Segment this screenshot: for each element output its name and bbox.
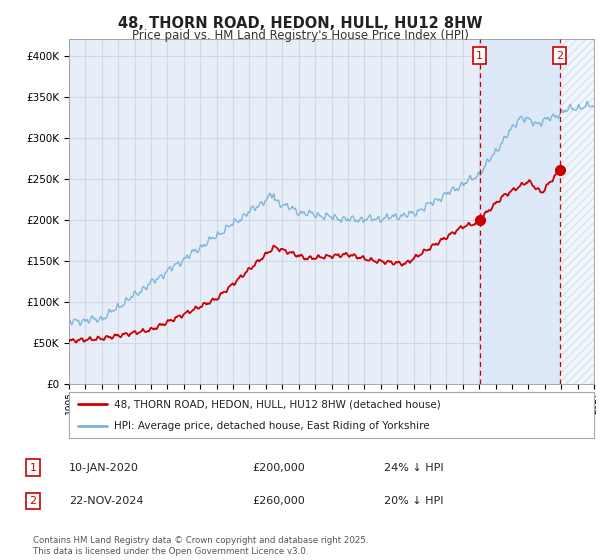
Text: Price paid vs. HM Land Registry's House Price Index (HPI): Price paid vs. HM Land Registry's House …	[131, 29, 469, 42]
Text: 2: 2	[29, 496, 37, 506]
Text: 24% ↓ HPI: 24% ↓ HPI	[384, 463, 443, 473]
Text: 20% ↓ HPI: 20% ↓ HPI	[384, 496, 443, 506]
Text: 48, THORN ROAD, HEDON, HULL, HU12 8HW (detached house): 48, THORN ROAD, HEDON, HULL, HU12 8HW (d…	[113, 399, 440, 409]
Bar	[560, 39, 594, 384]
Bar	[560, 39, 594, 384]
Text: 22-NOV-2024: 22-NOV-2024	[69, 496, 143, 506]
Text: £200,000: £200,000	[252, 463, 305, 473]
Text: 10-JAN-2020: 10-JAN-2020	[69, 463, 139, 473]
Text: £260,000: £260,000	[252, 496, 305, 506]
Bar	[479, 39, 560, 384]
Text: 2: 2	[556, 50, 563, 60]
Text: 48, THORN ROAD, HEDON, HULL, HU12 8HW: 48, THORN ROAD, HEDON, HULL, HU12 8HW	[118, 16, 482, 31]
Text: 1: 1	[29, 463, 37, 473]
Text: Contains HM Land Registry data © Crown copyright and database right 2025.
This d: Contains HM Land Registry data © Crown c…	[33, 536, 368, 556]
Text: 1: 1	[476, 50, 483, 60]
Text: HPI: Average price, detached house, East Riding of Yorkshire: HPI: Average price, detached house, East…	[113, 421, 429, 431]
